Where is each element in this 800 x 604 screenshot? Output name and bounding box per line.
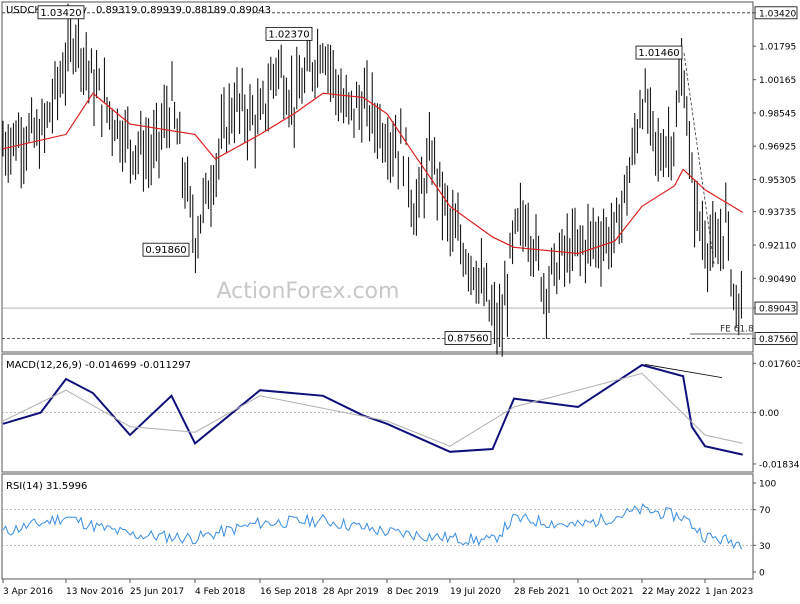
moving-average-line (2, 92, 744, 255)
x-axis: 3 Apr 2016 13 Nov 2016 25 Jun 2017 4 Feb 20… (2, 579, 753, 597)
annotation-label: 1.03420 (40, 8, 81, 19)
rsi-axis-label: 70 (759, 506, 771, 516)
annotation-box (444, 331, 492, 345)
rsi-axis-label: 0 (759, 569, 765, 579)
macd-axis-label: 0.017603 (759, 360, 800, 370)
price-axis-label: 0.95305 (759, 176, 796, 186)
rsi-pane-frame (1, 473, 754, 580)
annotation-box (37, 5, 85, 20)
macd-axis-label: -0.01834 (759, 460, 800, 470)
price-ohlc: 0.89319 0.89939 0.88189 0.89043 (96, 5, 271, 16)
macd-axis-label: 0.00 (759, 409, 779, 419)
price-pane: 1.03420 1.02370 0.91860 0.87560 1.01460 FE 61… (2, 3, 798, 357)
x-axis-label: 10 Oct 2021 (578, 587, 634, 597)
watermark: ActionForex.com (217, 279, 400, 304)
rsi-axis-label: 30 (759, 542, 771, 552)
price-axis-label: 1.00165 (759, 76, 796, 86)
rsi-title: RSI(14) 31.5996 (6, 481, 87, 492)
annotation-label: 1.02370 (268, 29, 309, 40)
price-axis-label: 0.96925 (759, 143, 796, 153)
x-axis-label: 19 Jul 2020 (450, 587, 501, 597)
x-axis-label: 4 Feb 2018 (195, 587, 246, 597)
price-axis-label: 0.98545 (759, 109, 796, 119)
price-axis-label: 1.03420 (759, 9, 796, 19)
rsi-axis-label: 100 (759, 480, 776, 490)
signal-line (2, 372, 743, 447)
x-axis-label: 13 Nov 2016 (66, 587, 124, 597)
annotation-box (265, 26, 313, 41)
annotation-box (635, 45, 683, 60)
macd-title: MACD(12,26,9) -0.014699 -0.011297 (6, 360, 191, 371)
annotation-label: 0.91860 (145, 245, 186, 256)
macd-pane: 0.017603 0.00 -0.01834 (2, 360, 800, 470)
price-pane-frame (1, 1, 754, 353)
price-axis-label: 0.93735 (759, 208, 796, 218)
macd-trendline (644, 364, 723, 378)
macd-pane-frame (1, 353, 754, 473)
fe-label: FE 61.8 (720, 325, 754, 335)
annotation-label: 1.01460 (638, 48, 679, 59)
price-axis-label: 0.89043 (759, 305, 796, 315)
x-axis-label: 8 Dec 2019 (387, 587, 439, 597)
projection-line (683, 52, 715, 264)
price-axis-label: 1.01795 (759, 43, 796, 53)
rsi-line (2, 503, 742, 550)
x-axis-label: 22 May 2022 (642, 587, 701, 597)
x-axis-label: 1 Jan 2023 (705, 587, 753, 597)
x-axis-label: 3 Apr 2016 (3, 587, 53, 597)
annotation-box (142, 242, 190, 257)
price-axis-label: 0.90490 (759, 275, 796, 285)
x-axis-label: 28 Apr 2019 (323, 587, 379, 597)
rsi-pane: 100 70 30 0 (2, 480, 776, 579)
macd-line (2, 363, 743, 456)
price-axis-label: 0.92110 (759, 242, 796, 252)
x-axis-label: 28 Feb 2021 (514, 587, 570, 597)
x-axis-label: 16 Sep 2018 (260, 587, 317, 597)
annotation-label: 0.87560 (447, 334, 488, 345)
x-axis-label: 25 Jun 2017 (130, 587, 184, 597)
price-axis-label: 0.87560 (759, 335, 796, 345)
